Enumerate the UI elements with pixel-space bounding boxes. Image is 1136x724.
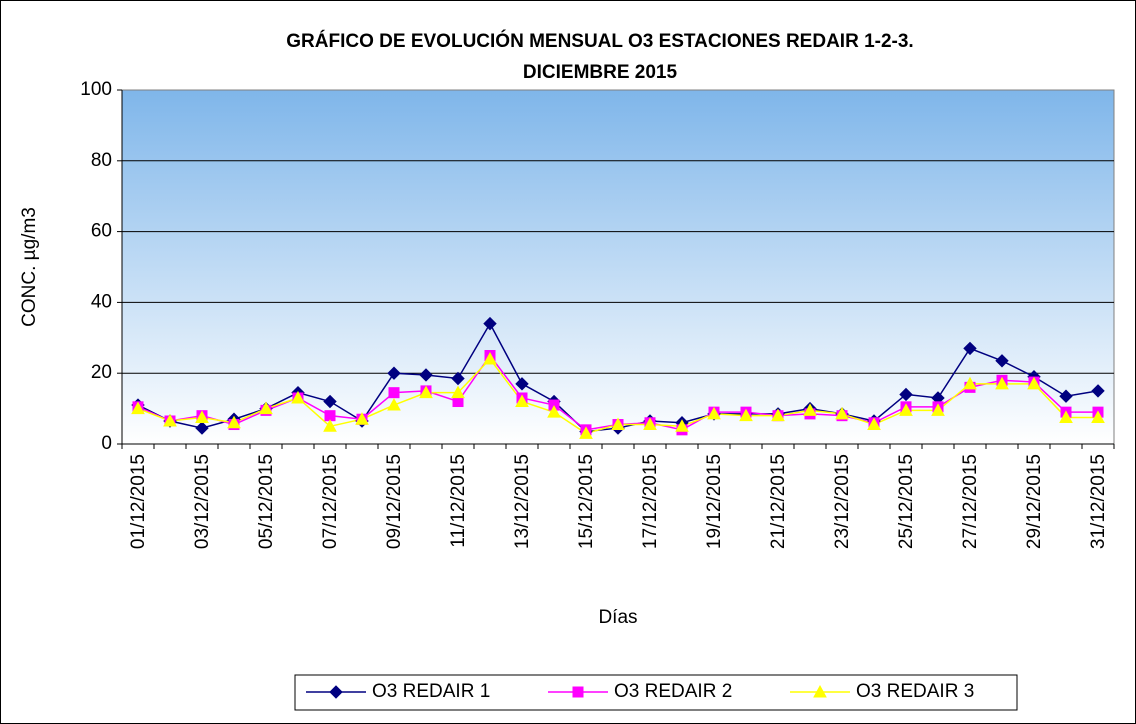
x-tick-label: 11/12/2015 [448,454,469,548]
plot-area [121,89,1115,445]
data-point [323,419,337,432]
y-tick-label: 100 [80,79,112,100]
data-point [483,351,497,365]
data-point [963,376,977,390]
x-axis-label: Días [598,607,637,628]
data-point [771,408,785,422]
data-point [1027,376,1041,390]
y-tick-label: 80 [91,150,112,171]
data-point [227,415,241,429]
data-point [995,354,1009,368]
data-point [1059,389,1073,403]
data-point [867,417,881,431]
data-point [451,371,465,386]
data-point [483,316,497,331]
legend-label: O3 REDAIR 1 [372,681,490,702]
data-point [1091,384,1105,398]
data-point [515,377,529,391]
data-point [899,387,913,402]
data-point [1091,410,1105,423]
x-tick-label: 19/12/2015 [704,454,725,549]
x-tick-label: 31/12/2015 [1088,454,1109,549]
y-tick-label: 20 [91,362,112,383]
x-tick-label: 21/12/2015 [768,454,789,549]
x-tick-label: 01/12/2015 [128,454,149,549]
x-tick-label: 05/12/2015 [256,454,277,549]
chart-title: GRÁFICO DE EVOLUCIÓN MENSUAL O3 ESTACION… [286,30,913,52]
legend-marker [572,686,584,698]
data-point [803,403,817,416]
data-point [675,419,689,432]
chart-title: DICIEMBRE 2015 [523,62,678,83]
data-point [131,401,145,415]
x-tick-label: 13/12/2015 [512,454,533,549]
data-point [388,387,400,399]
y-tick-label: 0 [101,433,112,454]
legend-label: O3 REDAIR 2 [614,681,732,702]
data-point [195,410,209,423]
data-point [419,368,433,382]
y-tick-label: 40 [91,291,112,312]
legend-label: O3 REDAIR 3 [856,681,974,702]
y-axis-label: CONC. µg/m3 [19,207,40,327]
data-point [419,385,433,399]
x-tick-label: 15/12/2015 [576,454,597,549]
data-point [451,385,465,399]
data-point [995,376,1009,390]
data-point [643,417,657,431]
data-point [387,398,401,411]
y-tick-label: 60 [91,221,112,242]
data-point [259,401,273,415]
x-tick-label: 29/12/2015 [1024,454,1045,549]
data-point [963,341,977,356]
data-point [579,426,593,439]
x-tick-label: 17/12/2015 [640,454,661,549]
data-point [931,403,945,416]
data-point [611,417,625,431]
data-point [835,406,849,420]
x-tick-label: 03/12/2015 [192,454,213,549]
x-tick-label: 25/12/2015 [896,454,917,549]
data-point [163,413,177,427]
data-point [355,412,369,425]
data-point [739,408,753,422]
legend [294,674,1018,711]
x-tick-label: 07/12/2015 [320,454,341,549]
x-tick-label: 23/12/2015 [832,454,853,549]
data-point [324,410,336,422]
x-tick-label: 09/12/2015 [384,454,405,549]
data-point [547,405,561,418]
data-point [323,394,337,409]
data-point [515,394,529,408]
data-point [1059,410,1073,423]
legend-marker [813,684,827,698]
legend-marker [329,685,343,699]
data-point [899,403,913,416]
data-point [707,406,721,420]
data-point [195,421,209,435]
data-point [291,390,305,404]
x-tick-label: 27/12/2015 [960,454,981,549]
data-point [387,366,401,380]
